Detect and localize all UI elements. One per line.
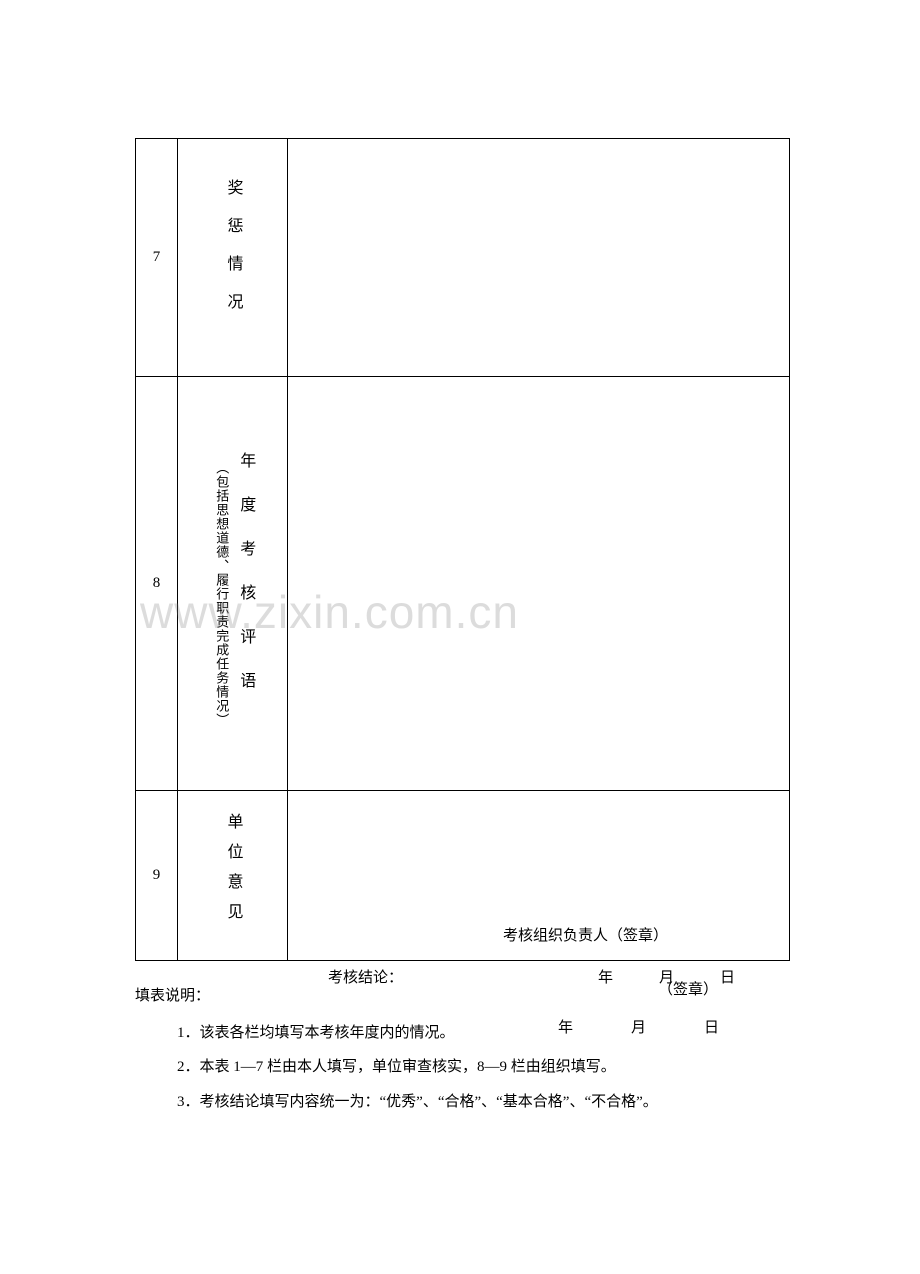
rewards-content-cell — [288, 139, 790, 377]
form-page: 7 奖惩情况 8 （包括思想道德、履行职责完成任务情况） 年度考核评语 考核组织… — [135, 138, 790, 1119]
row-label-unit-opinion: 单位意见 — [178, 791, 288, 961]
table-row: 9 单位意见 （签章） 年月日 — [136, 791, 790, 961]
unit-signature-label: （签章） — [658, 978, 718, 999]
instruction-item: 2．本表 1—7 栏由本人填写，单位审查核实，8—9 栏由组织填写。 — [135, 1050, 790, 1085]
date-line: 年月日 — [558, 1016, 719, 1037]
date-year-label: 年 — [598, 970, 615, 986]
conclusion-label: 考核结论： — [328, 966, 403, 987]
row-number: 7 — [136, 139, 178, 377]
label-text: 奖惩情况 — [225, 179, 241, 331]
row-label-rewards: 奖惩情况 — [178, 139, 288, 377]
row-label-annual-review: （包括思想道德、履行职责完成任务情况） 年度考核评语 — [178, 377, 288, 791]
table-row: 7 奖惩情况 — [136, 139, 790, 377]
assessment-table: 7 奖惩情况 8 （包括思想道德、履行职责完成任务情况） 年度考核评语 考核组织… — [135, 138, 790, 961]
date-day-label: 日 — [704, 1020, 719, 1036]
row-number: 9 — [136, 791, 178, 961]
row-number: 8 — [136, 377, 178, 791]
label-note: （包括思想道德、履行职责完成任务情况） — [212, 441, 232, 727]
date-month-label: 月 — [631, 1020, 646, 1036]
instructions-block: 填表说明： 1．该表各栏均填写本考核年度内的情况。 2．本表 1—7 栏由本人填… — [135, 979, 790, 1119]
unit-opinion-content-cell: （签章） 年月日 — [288, 791, 790, 961]
label-wrap: （包括思想道德、履行职责完成任务情况） 年度考核评语 — [178, 441, 287, 727]
date-year-label: 年 — [558, 1020, 573, 1036]
table-row: 8 （包括思想道德、履行职责完成任务情况） 年度考核评语 考核组织负责人（签章）… — [136, 377, 790, 791]
label-main: 年度考核评语 — [237, 452, 253, 716]
date-day-label: 日 — [720, 970, 737, 986]
instruction-item: 3．考核结论填写内容统一为：“优秀”、“合格”、“基本合格”、“不合格”。 — [135, 1085, 790, 1120]
label-text: 单位意见 — [225, 813, 241, 933]
annual-review-content-cell: 考核组织负责人（签章） 考核结论： 年月日 — [288, 377, 790, 791]
